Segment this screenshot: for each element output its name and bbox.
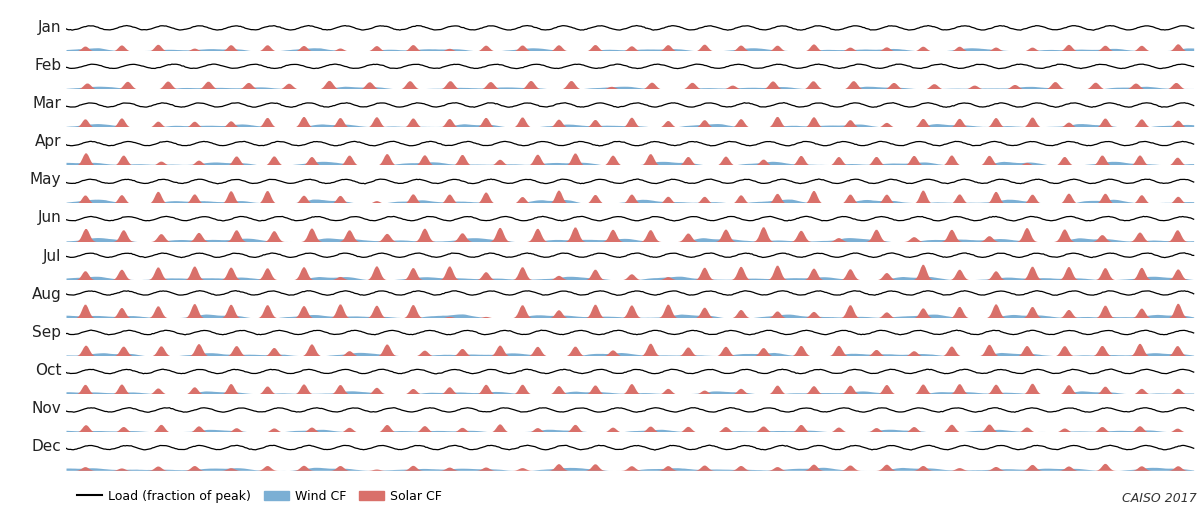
Text: Sep: Sep (32, 325, 61, 340)
Text: CAISO 2017: CAISO 2017 (1122, 492, 1196, 505)
Text: Apr: Apr (35, 134, 61, 149)
Text: May: May (30, 172, 61, 187)
Text: Jun: Jun (37, 210, 61, 226)
Text: Oct: Oct (35, 363, 61, 378)
Text: Feb: Feb (35, 58, 61, 73)
Text: Nov: Nov (31, 401, 61, 416)
Text: Jul: Jul (43, 249, 61, 264)
Text: Dec: Dec (31, 439, 61, 454)
Text: Aug: Aug (31, 287, 61, 302)
Text: Mar: Mar (32, 96, 61, 111)
Text: Jan: Jan (38, 20, 61, 35)
Legend: Load (fraction of peak), Wind CF, Solar CF: Load (fraction of peak), Wind CF, Solar … (72, 485, 448, 508)
